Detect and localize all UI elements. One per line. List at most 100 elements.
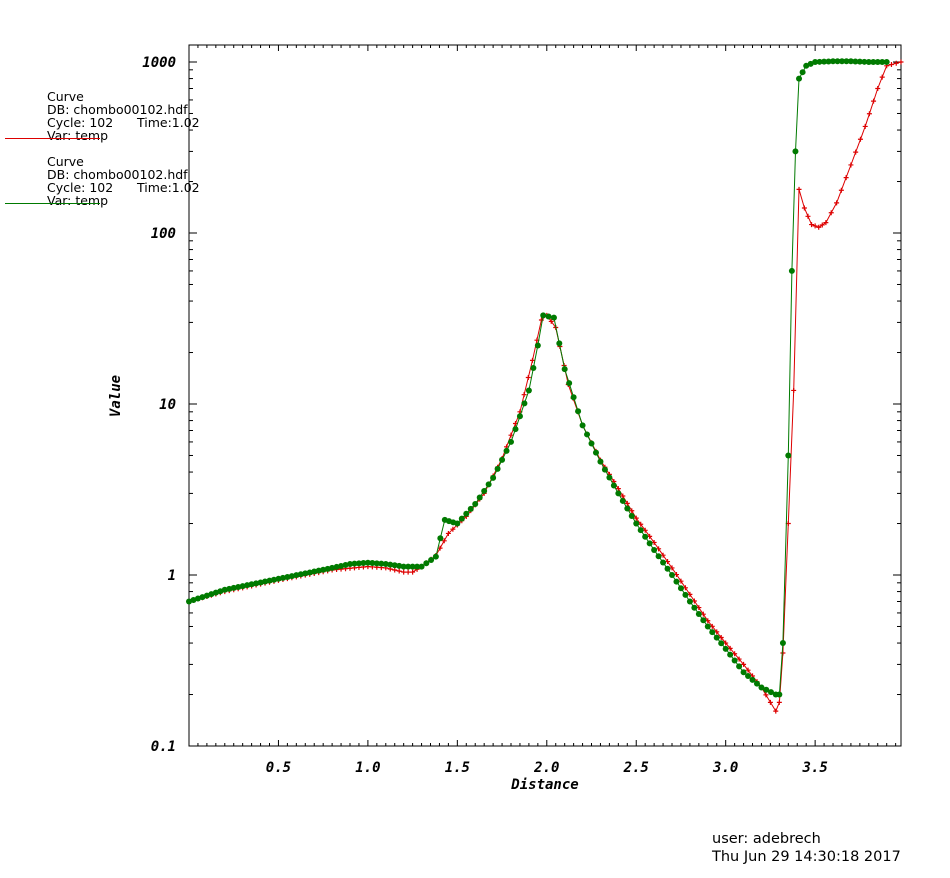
data-point	[792, 148, 799, 155]
data-point	[293, 572, 300, 579]
data-point	[655, 553, 662, 560]
data-point	[324, 565, 331, 572]
data-point	[450, 526, 456, 532]
data-point	[253, 580, 260, 587]
data-point	[550, 314, 557, 321]
data-point	[879, 59, 886, 65]
data-point	[244, 582, 251, 589]
data-point	[660, 552, 666, 558]
plot-frame	[188, 44, 902, 747]
data-point	[508, 438, 515, 445]
legend: Curve DB: chombo00102.hdf Cycle: 102 Tim…	[0, 0, 200, 210]
data-point	[686, 598, 693, 605]
y-tick-label: 10	[159, 397, 176, 413]
x-tick-label: 3.0	[712, 760, 738, 776]
data-point	[373, 560, 380, 567]
data-point	[508, 432, 514, 438]
data-point	[745, 673, 752, 680]
data-point	[888, 62, 894, 68]
data-point	[266, 577, 273, 584]
data-point	[428, 556, 435, 563]
data-point	[463, 510, 470, 517]
data-point	[861, 58, 868, 65]
data-point	[262, 578, 269, 585]
legend-db: DB: chombo00102.hdf	[47, 167, 188, 182]
data-point	[816, 58, 823, 65]
data-point	[534, 342, 541, 349]
data-point	[709, 629, 716, 636]
data-point	[660, 559, 667, 566]
data-point	[458, 515, 465, 522]
data-point	[695, 610, 702, 617]
legend-var: Var: temp	[47, 193, 109, 208]
data-point	[525, 387, 532, 394]
data-point	[315, 567, 322, 574]
data-point	[530, 364, 537, 371]
data-point	[875, 85, 881, 91]
data-point	[664, 565, 671, 572]
data-point	[749, 676, 756, 683]
data-point	[633, 515, 639, 521]
y-tick-label: 1	[168, 568, 176, 584]
data-point	[847, 58, 854, 65]
legend-db: DB: chombo00102.hdf	[47, 102, 188, 117]
data-point	[799, 69, 806, 76]
data-point	[235, 584, 242, 591]
data-point	[288, 573, 295, 580]
data-point	[248, 581, 255, 588]
data-point	[862, 123, 868, 129]
data-point	[874, 59, 881, 65]
data-point	[409, 563, 416, 570]
chart-series	[186, 58, 904, 714]
data-point	[834, 58, 841, 65]
data-point	[768, 689, 775, 696]
series-1	[186, 59, 904, 714]
data-point	[816, 224, 822, 230]
data-point	[378, 560, 385, 567]
legend-var: Var: temp	[47, 128, 109, 143]
x-axis-label: Distance	[510, 777, 578, 793]
data-point	[540, 312, 547, 319]
data-point	[731, 657, 738, 664]
data-point	[713, 634, 720, 641]
data-point	[870, 59, 877, 65]
data-point	[642, 533, 649, 540]
data-point	[401, 569, 407, 575]
x-tick-label: 3.5	[801, 760, 827, 776]
data-point	[823, 220, 829, 226]
data-point	[704, 623, 711, 630]
x-tick-label: 1.5	[445, 760, 470, 776]
data-point	[871, 98, 877, 104]
y-tick-label: 100	[151, 226, 176, 242]
data-point	[410, 569, 416, 575]
data-point	[490, 474, 497, 481]
legend-cycle: Cycle: 102	[47, 180, 114, 195]
data-point	[320, 566, 327, 573]
data-point	[538, 317, 544, 323]
data-point	[391, 562, 398, 569]
data-point	[297, 571, 304, 578]
data-point	[338, 562, 345, 569]
x-tick-label: 2.0	[533, 760, 559, 776]
data-point	[838, 58, 845, 65]
data-point	[512, 426, 519, 433]
data-point	[606, 474, 613, 481]
data-point	[355, 560, 362, 567]
data-point	[441, 538, 447, 544]
data-point	[669, 572, 676, 578]
data-point	[624, 505, 631, 512]
legend-time: Time:1.02	[137, 180, 200, 195]
chart-axes: 0.5 1.0 1.5 2.0 2.5 3.0 3.5 0.1 1 10 100 1000	[142, 44, 902, 776]
data-point	[481, 487, 488, 494]
x-tick-label: 1.0	[355, 760, 380, 776]
data-point	[516, 413, 523, 420]
legend-title: Curve	[47, 89, 84, 104]
data-point	[812, 223, 818, 229]
data-point	[825, 58, 832, 65]
y-tick-label: 0.1	[151, 739, 176, 755]
legend-cycle: Cycle: 102	[47, 115, 114, 130]
data-point	[615, 490, 622, 497]
data-point	[369, 560, 376, 567]
data-point	[838, 187, 844, 193]
data-point	[753, 680, 760, 687]
